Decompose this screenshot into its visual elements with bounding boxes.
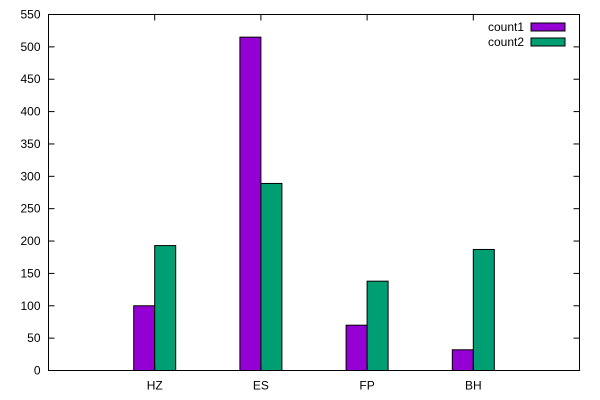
bar-count2-ES — [260, 182, 283, 371]
x-tick-label: FP — [359, 379, 374, 393]
bar-count1-ES — [239, 36, 262, 372]
y-tick-label: 250 — [20, 202, 40, 216]
y-tick-label: 400 — [20, 105, 40, 119]
bar-count1-BH — [451, 349, 474, 371]
legend-swatch — [530, 37, 566, 47]
plot-frame — [48, 14, 580, 371]
y-tick-label: 150 — [20, 266, 40, 280]
y-tick-label: 450 — [20, 72, 40, 86]
y-tick-label: 500 — [20, 40, 40, 54]
x-tick-label: ES — [253, 379, 269, 393]
y-tick-label: 100 — [20, 299, 40, 313]
bar-count1-FP — [345, 324, 368, 372]
legend-label: count2 — [488, 35, 524, 49]
bar-count2-BH — [472, 248, 495, 372]
x-tick-label: BH — [465, 379, 482, 393]
y-tick-label: 300 — [20, 169, 40, 183]
y-tick-label: 550 — [20, 8, 40, 22]
y-tick-label: 350 — [20, 137, 40, 151]
bars-layer — [133, 36, 495, 372]
bar-count1-HZ — [133, 305, 156, 372]
x-axis: HZ ES FP BH — [147, 14, 482, 393]
bar-count2-FP — [366, 280, 389, 371]
y-axis: 0 50 100 150 200 250 300 350 400 450 500 550 — [20, 8, 580, 378]
legend-label: count1 — [488, 20, 524, 34]
y-tick-label: 200 — [20, 234, 40, 248]
y-tick-label: 0 — [34, 364, 41, 378]
legend-swatch — [530, 22, 566, 32]
y-tick-label: 50 — [27, 331, 41, 345]
x-tick-label: HZ — [147, 379, 163, 393]
bar-count2-HZ — [154, 245, 177, 372]
